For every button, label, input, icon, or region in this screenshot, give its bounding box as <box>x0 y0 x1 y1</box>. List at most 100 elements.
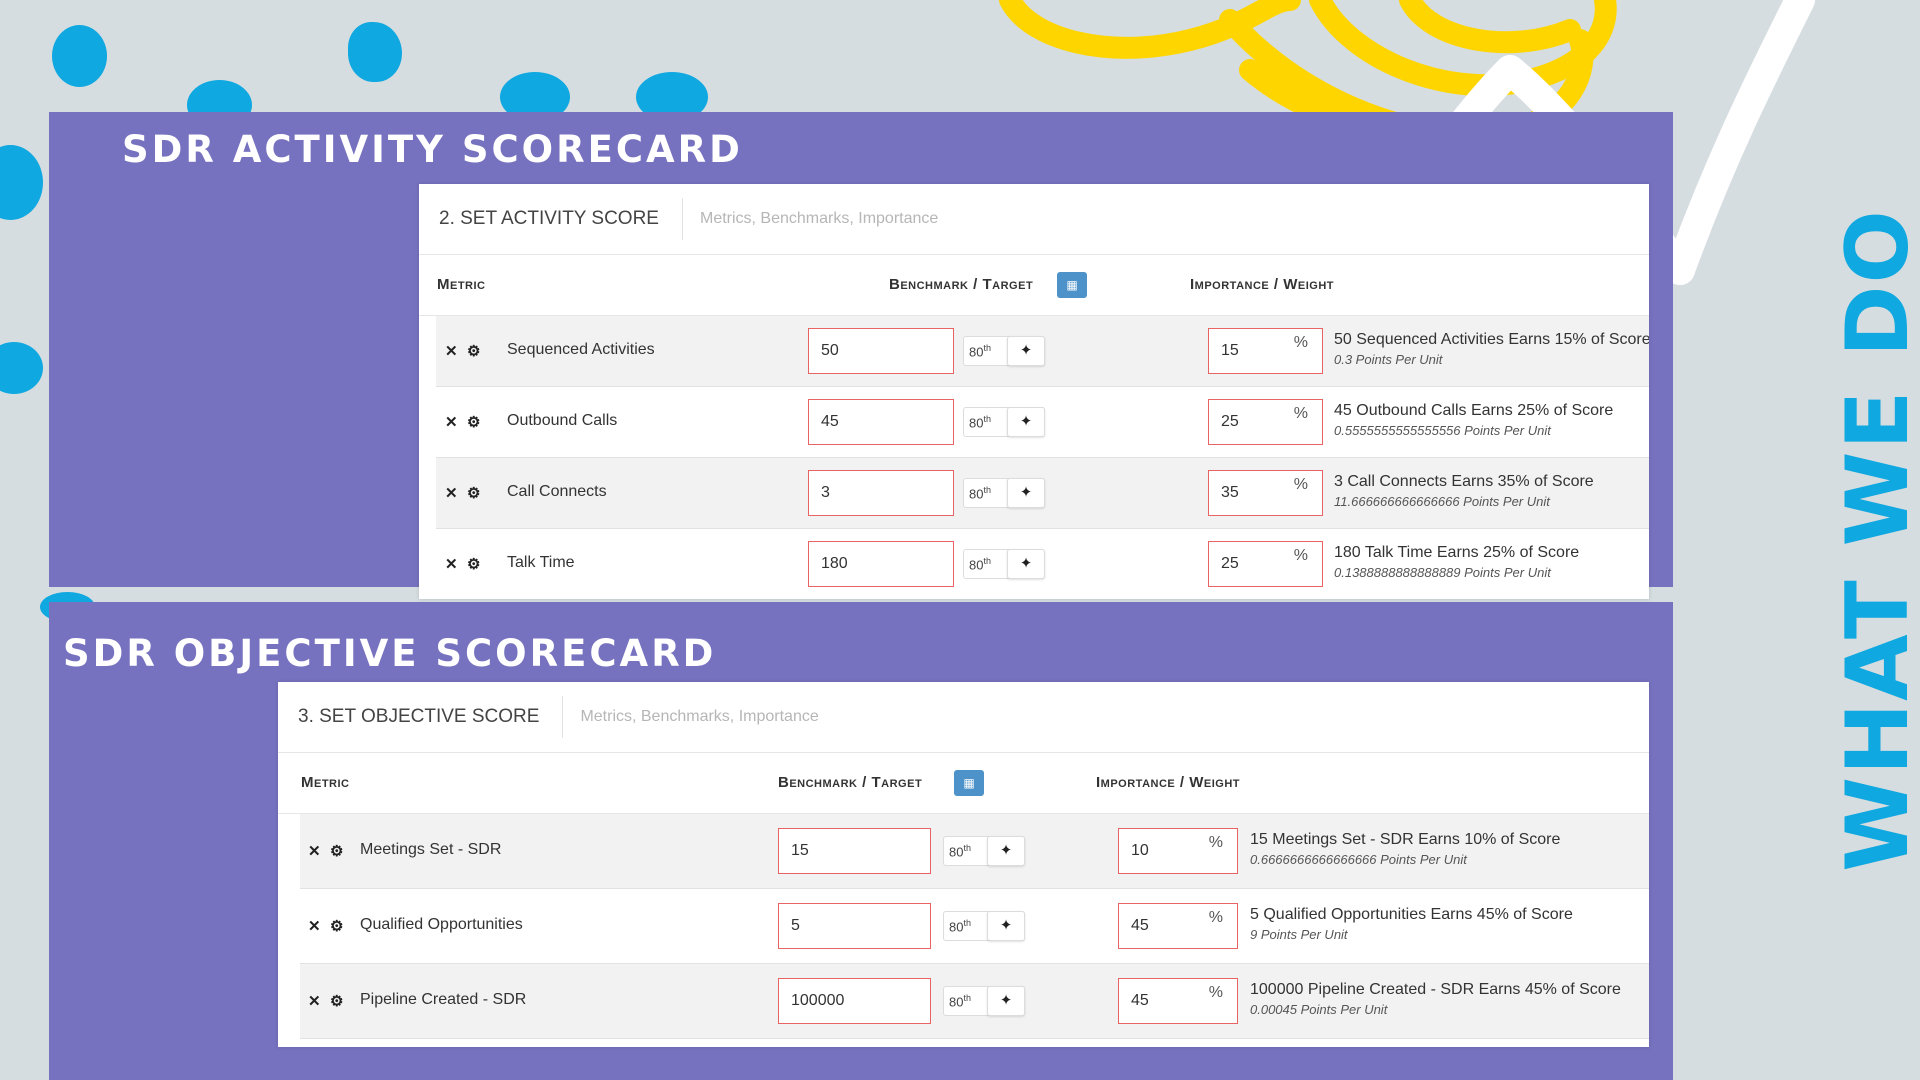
gear-icon[interactable]: ⚙ <box>467 485 481 502</box>
objective-score-card: 3. SET OBJECTIVE SCORE Metrics, Benchmar… <box>278 682 1649 1047</box>
gear-icon[interactable]: ⚙ <box>467 556 481 573</box>
magic-wand-icon[interactable]: ✦ <box>987 911 1025 941</box>
points-per-unit: 0.00045 Points Per Unit <box>1250 1002 1388 1017</box>
activity-score-card: 2. SET ACTIVITY SCORE Metrics, Benchmark… <box>419 184 1649 599</box>
percentile-suffix: th <box>983 556 991 566</box>
percentile-number: 80 <box>969 557 984 573</box>
percent-sign: % <box>1293 476 1308 493</box>
points-per-unit: 0.6666666666666666 Points Per Unit <box>1250 852 1467 867</box>
benchmark-input[interactable]: 50 <box>808 328 954 374</box>
percent-sign: % <box>1208 834 1223 851</box>
metric-name: Meetings Set - SDR <box>360 841 502 858</box>
weight-input[interactable]: 10% <box>1118 828 1238 874</box>
weight-summary: 100000 Pipeline Created - SDR Earns 45% … <box>1250 981 1621 1017</box>
close-icon[interactable]: ✕ <box>445 485 458 502</box>
points-per-unit: 0.1388888888888889 Points Per Unit <box>1334 565 1551 580</box>
percentile-selector[interactable]: 80th ✦ <box>963 407 1045 437</box>
gear-icon[interactable]: ⚙ <box>467 343 481 360</box>
step-title: 2. SET ACTIVITY SCORE <box>419 198 683 240</box>
side-label-text: WHAT WE DO <box>1828 208 1920 872</box>
summary-text: 15 Meetings Set - SDR Earns 10% of Score <box>1250 831 1561 848</box>
gear-icon[interactable]: ⚙ <box>467 414 481 431</box>
weight-summary: 180 Talk Time Earns 25% of Score 0.138888… <box>1334 544 1579 580</box>
summary-text: 3 Call Connects Earns 35% of Score <box>1334 473 1594 490</box>
magic-wand-icon[interactable]: ✦ <box>1007 336 1045 366</box>
importance-header: Importance / Weight <box>1096 774 1241 791</box>
weight-value: 10 <box>1131 842 1149 859</box>
magic-wand-icon[interactable]: ✦ <box>1007 549 1045 579</box>
weight-summary: 45 Outbound Calls Earns 25% of Score 0.55… <box>1334 402 1613 438</box>
percentile-value: 80th <box>969 556 991 572</box>
percentile-number: 80 <box>969 344 984 360</box>
gear-icon[interactable]: ⚙ <box>330 993 344 1010</box>
percentile-selector[interactable]: 80th ✦ <box>963 549 1045 579</box>
close-icon[interactable]: ✕ <box>308 993 321 1010</box>
percentile-suffix: th <box>963 843 971 853</box>
weight-summary: 15 Meetings Set - SDR Earns 10% of Score… <box>1250 831 1560 867</box>
gear-icon[interactable]: ⚙ <box>330 918 344 935</box>
benchmark-input[interactable]: 45 <box>808 399 954 445</box>
percentile-selector[interactable]: 80th ✦ <box>943 986 1025 1016</box>
weight-value: 45 <box>1131 992 1149 1009</box>
magic-wand-icon[interactable]: ✦ <box>1007 407 1045 437</box>
decor-blob <box>348 22 402 82</box>
weight-input[interactable]: 45% <box>1118 978 1238 1024</box>
summary-text: 45 Outbound Calls Earns 25% of Score <box>1334 402 1614 419</box>
percent-sign: % <box>1208 984 1223 1001</box>
weight-input[interactable]: 45% <box>1118 903 1238 949</box>
percentile-suffix: th <box>983 414 991 424</box>
percentile-number: 80 <box>969 486 984 502</box>
percentile-selector[interactable]: 80th ✦ <box>963 336 1045 366</box>
benchmark-input[interactable]: 180 <box>808 541 954 587</box>
weight-value: 45 <box>1131 917 1149 934</box>
close-icon[interactable]: ✕ <box>308 843 321 860</box>
close-icon[interactable]: ✕ <box>445 343 458 360</box>
close-icon[interactable]: ✕ <box>445 556 458 573</box>
percentile-suffix: th <box>963 993 971 1003</box>
table-row: ✕ ⚙ Pipeline Created - SDR 100000 80th ✦ 45% 10… <box>300 964 1649 1039</box>
benchmark-input[interactable]: 100000 <box>778 978 931 1024</box>
percentile-value: 80th <box>969 414 991 430</box>
points-per-unit: 0.3 Points Per Unit <box>1334 352 1443 367</box>
weight-value: 15 <box>1221 342 1239 359</box>
percentile-suffix: th <box>963 918 971 928</box>
percent-sign: % <box>1208 909 1223 926</box>
weight-summary: 3 Call Connects Earns 35% of Score 11.666… <box>1334 473 1594 509</box>
magic-wand-icon[interactable]: ✦ <box>987 986 1025 1016</box>
side-label: WHAT WE DO <box>1828 200 1920 880</box>
decor-blob <box>0 342 43 394</box>
summary-text: 100000 Pipeline Created - SDR Earns 45% … <box>1250 981 1621 998</box>
benchmark-input[interactable]: 3 <box>808 470 954 516</box>
benchmark-input[interactable]: 5 <box>778 903 931 949</box>
weight-value: 25 <box>1221 555 1239 572</box>
objective-rows: ✕ ⚙ Meetings Set - SDR 15 80th ✦ 10% 15 Meeting… <box>278 814 1649 1039</box>
calendar-button[interactable]: ▦ <box>954 770 984 796</box>
activity-rows: ✕ ⚙ Sequenced Activities 50 80th ✦ 15% 50 Seque… <box>419 316 1649 599</box>
percentile-selector[interactable]: 80th ✦ <box>943 911 1025 941</box>
close-icon[interactable]: ✕ <box>308 918 321 935</box>
table-row: ✕ ⚙ Outbound Calls 45 80th ✦ 25% 45 Outbound Ca… <box>436 387 1649 458</box>
weight-input[interactable]: 25% <box>1208 541 1323 587</box>
weight-input[interactable]: 35% <box>1208 470 1323 516</box>
percentile-selector[interactable]: 80th ✦ <box>943 836 1025 866</box>
metric-name: Call Connects <box>507 483 607 500</box>
weight-input[interactable]: 25% <box>1208 399 1323 445</box>
activity-scorecard-title: SDR ACTIVITY SCORECARD <box>122 128 743 171</box>
magic-wand-icon[interactable]: ✦ <box>987 836 1025 866</box>
percentile-selector[interactable]: 80th ✦ <box>963 478 1045 508</box>
percentile-value: 80th <box>949 843 971 859</box>
column-headers: Metric Benchmark / Target ▦ Importance /… <box>278 753 1649 814</box>
metric-name: Pipeline Created - SDR <box>360 991 527 1008</box>
gear-icon[interactable]: ⚙ <box>330 843 344 860</box>
decor-blob <box>52 25 107 87</box>
benchmark-input[interactable]: 15 <box>778 828 931 874</box>
percentile-value: 80th <box>949 918 971 934</box>
calendar-button[interactable]: ▦ <box>1057 272 1087 298</box>
calendar-icon: ▦ <box>963 776 975 790</box>
metric-name: Outbound Calls <box>507 412 618 429</box>
magic-wand-icon[interactable]: ✦ <box>1007 478 1045 508</box>
weight-summary: 50 Sequenced Activities Earns 15% of Sco… <box>1334 331 1649 367</box>
weight-input[interactable]: 15% <box>1208 328 1323 374</box>
metric-name: Talk Time <box>507 554 575 571</box>
close-icon[interactable]: ✕ <box>445 414 458 431</box>
